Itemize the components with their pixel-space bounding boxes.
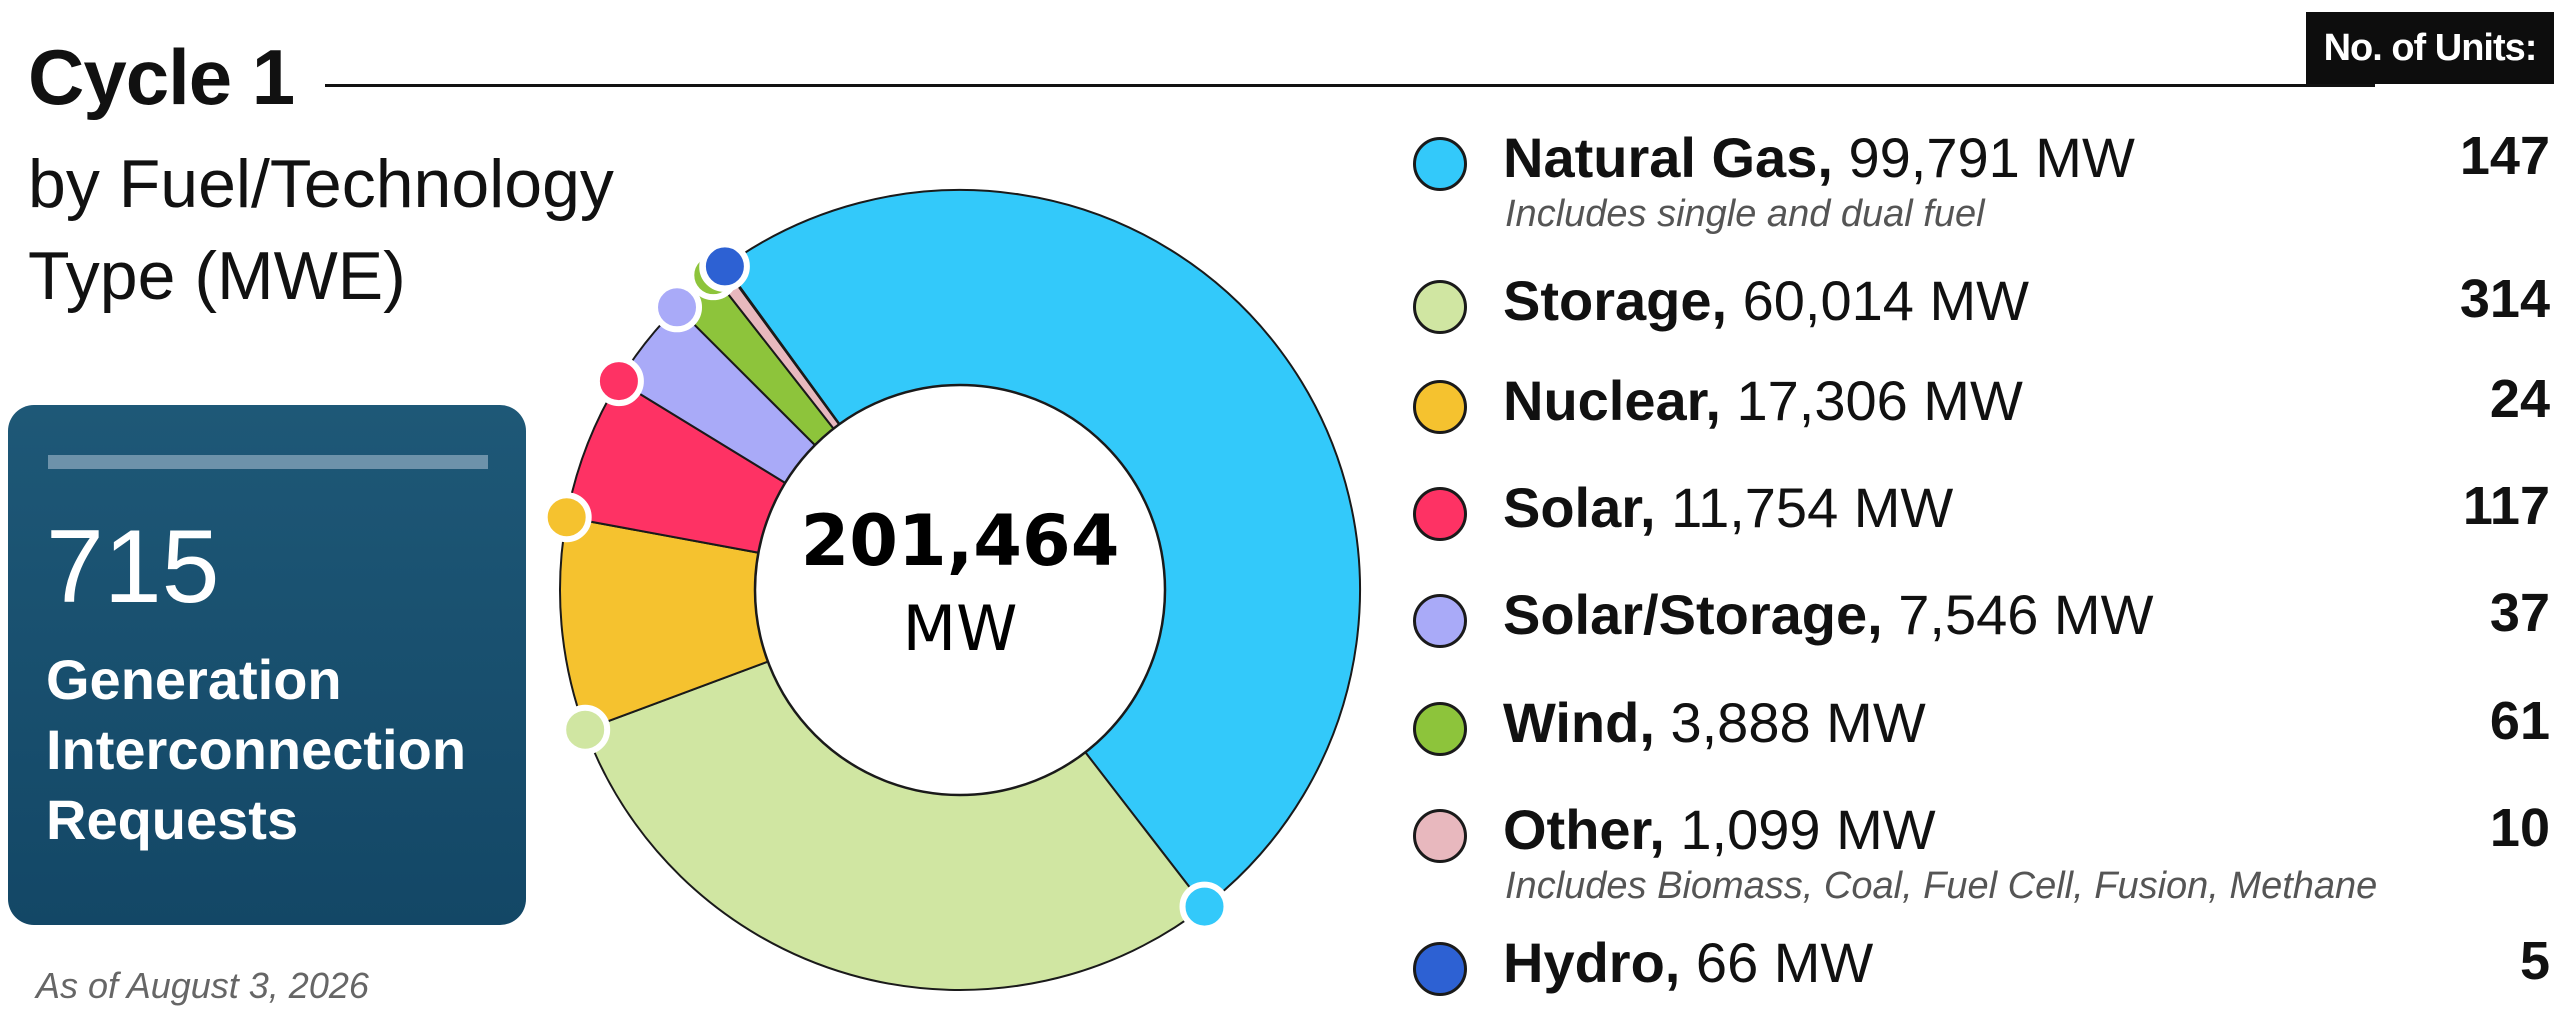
legend-swatch xyxy=(1413,380,1467,434)
legend-unit-count: 61 xyxy=(2489,691,2550,751)
legend-unit-count: 117 xyxy=(2462,476,2550,536)
legend-value: 17,306 MW xyxy=(1736,369,2023,432)
legend-name: Storage, xyxy=(1503,269,1728,332)
legend-note: Includes Biomass, Coal, Fuel Cell, Fusio… xyxy=(1505,865,2378,907)
legend-swatch xyxy=(1413,280,1467,334)
legend-label: Nuclear, 17,306 MW xyxy=(1503,368,2023,433)
marker-storage xyxy=(560,704,611,755)
chart-subtitle: by Fuel/Technology Type (MWE) xyxy=(28,146,614,314)
donut-hole xyxy=(753,383,1167,797)
legend-swatch xyxy=(1413,809,1467,863)
center-unit: MW xyxy=(903,592,1018,665)
legend-label: Wind, 3,888 MW xyxy=(1503,690,1926,755)
center-total: 201,464 xyxy=(801,500,1120,582)
legend-unit-count: 314 xyxy=(2459,269,2550,329)
legend-swatch xyxy=(1413,702,1467,756)
legend-label: Solar/Storage, 7,546 MW xyxy=(1503,582,2153,647)
slice-storage xyxy=(583,588,1206,991)
legend-value: 60,014 MW xyxy=(1742,269,2029,332)
legend-label: Solar, 11,754 MW xyxy=(1503,475,1953,540)
chart-title: Cycle 1 xyxy=(28,33,295,121)
legend-label: Natural Gas, 99,791 MW xyxy=(1503,125,2135,190)
legend-swatch xyxy=(1413,487,1467,541)
legend-unit-count: 24 xyxy=(2489,369,2550,429)
legend-label: Hydro, 66 MW xyxy=(1503,930,1873,995)
legend-unit-count: 147 xyxy=(2459,126,2550,186)
marker-solar xyxy=(593,356,644,407)
marker-hydro xyxy=(699,241,750,292)
legend-name: Other, xyxy=(1503,798,1665,861)
marker-natural-gas xyxy=(1179,881,1230,932)
legend-unit-count: 5 xyxy=(2519,931,2550,991)
legend-unit-count: 10 xyxy=(2489,798,2550,858)
legend-name: Solar, xyxy=(1503,476,1656,539)
legend-value: 11,754 MW xyxy=(1671,476,1954,539)
legend-value: 1,099 MW xyxy=(1680,798,1936,861)
legend-name: Wind, xyxy=(1503,691,1655,754)
legend-value: 3,888 MW xyxy=(1670,691,1926,754)
legend-name: Nuclear, xyxy=(1503,369,1721,432)
title-divider xyxy=(325,84,2375,87)
legend-swatch xyxy=(1413,137,1467,191)
marker-solar-storage xyxy=(652,282,703,333)
legend-value: 7,546 MW xyxy=(1898,583,2154,646)
legend-swatch xyxy=(1413,942,1467,996)
summary-card: 715 Generation Interconnection Requests xyxy=(8,405,526,925)
request-count-label: Generation Interconnection Requests xyxy=(46,648,467,851)
legend-name: Hydro, xyxy=(1503,931,1681,994)
legend-name: Solar/Storage, xyxy=(1503,583,1883,646)
request-count: 715 xyxy=(46,509,220,625)
as-of-date: As of August 3, 2026 xyxy=(36,965,369,1006)
units-column-header: No. of Units: xyxy=(2306,12,2554,84)
donut-chart: 201,464 MW xyxy=(541,189,1361,991)
legend-label: Storage, 60,014 MW xyxy=(1503,268,2029,333)
slice-markers xyxy=(541,241,1230,932)
card-accent-bar xyxy=(48,455,488,469)
marker-nuclear xyxy=(541,492,592,543)
legend-swatch xyxy=(1413,594,1467,648)
legend-unit-count: 37 xyxy=(2489,583,2550,643)
legend-name: Natural Gas, xyxy=(1503,126,1833,189)
legend-value: 99,791 MW xyxy=(1848,126,2135,189)
legend-label: Other, 1,099 MW xyxy=(1503,797,1936,862)
legend-note: Includes single and dual fuel xyxy=(1505,193,1985,235)
legend-value: 66 MW xyxy=(1695,931,1874,994)
